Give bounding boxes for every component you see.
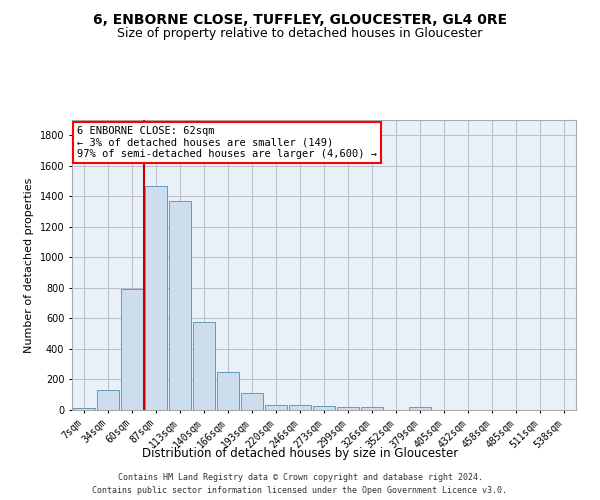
Bar xyxy=(217,372,239,410)
Bar xyxy=(289,406,311,410)
Text: 6, ENBORNE CLOSE, TUFFLEY, GLOUCESTER, GL4 0RE: 6, ENBORNE CLOSE, TUFFLEY, GLOUCESTER, G… xyxy=(93,12,507,26)
Text: Contains public sector information licensed under the Open Government Licence v3: Contains public sector information licen… xyxy=(92,486,508,495)
Text: Size of property relative to detached houses in Gloucester: Size of property relative to detached ho… xyxy=(118,28,482,40)
Bar xyxy=(121,288,143,410)
Bar xyxy=(265,404,287,410)
Text: Contains HM Land Registry data © Crown copyright and database right 2024.: Contains HM Land Registry data © Crown c… xyxy=(118,472,482,482)
Bar xyxy=(409,407,431,410)
Bar xyxy=(337,408,359,410)
Y-axis label: Number of detached properties: Number of detached properties xyxy=(24,178,34,352)
Bar xyxy=(241,393,263,410)
Bar xyxy=(97,390,119,410)
Bar xyxy=(313,406,335,410)
Bar xyxy=(169,201,191,410)
Bar xyxy=(145,186,167,410)
Text: Distribution of detached houses by size in Gloucester: Distribution of detached houses by size … xyxy=(142,448,458,460)
Text: 6 ENBORNE CLOSE: 62sqm
← 3% of detached houses are smaller (149)
97% of semi-det: 6 ENBORNE CLOSE: 62sqm ← 3% of detached … xyxy=(77,126,377,159)
Bar xyxy=(361,408,383,410)
Bar xyxy=(193,322,215,410)
Bar xyxy=(73,408,95,410)
